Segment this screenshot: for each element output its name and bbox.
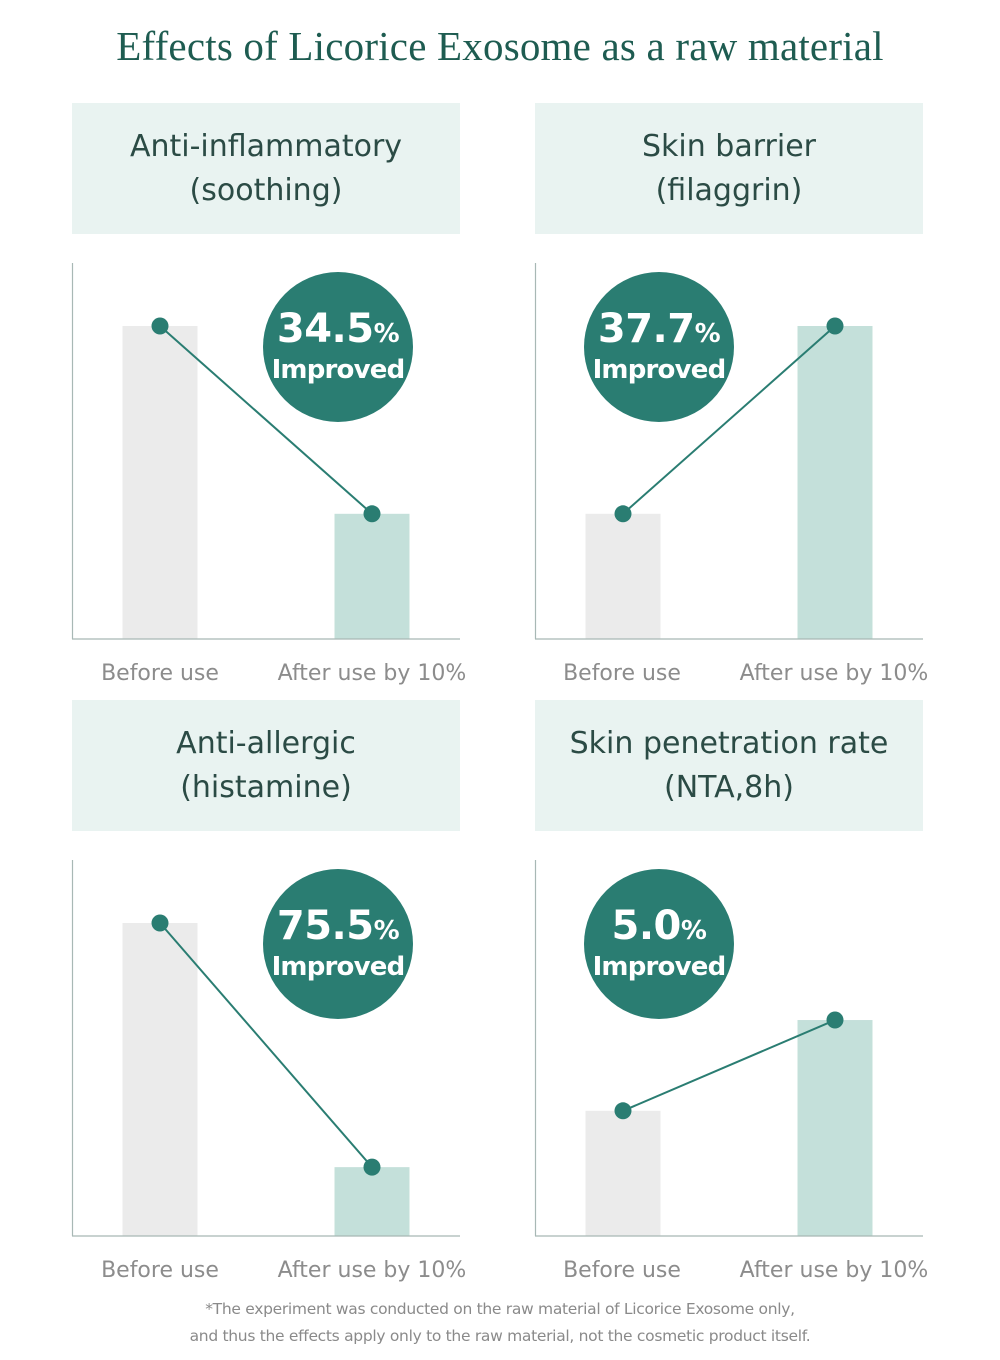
bar-after	[797, 326, 873, 639]
x-tick-label-after: After use by 10%	[739, 1258, 929, 1283]
improvement-label: Improved	[592, 354, 727, 385]
panel-subtitle: (filaggrin)	[655, 172, 803, 208]
panel-header: Anti-inflammatory (soothing)	[72, 103, 460, 234]
panel-subtitle: (NTA,8h)	[663, 769, 794, 805]
panel-subtitle: (histamine)	[180, 769, 352, 805]
trend-line	[622, 1019, 836, 1112]
x-tick-label-after: After use by 10%	[277, 1258, 467, 1283]
bar-after	[797, 1020, 873, 1236]
data-point-after	[363, 505, 381, 523]
footnote-line-2: and thus the effects apply only to the r…	[189, 1327, 811, 1345]
improvement-label: Improved	[271, 951, 406, 982]
footnote-line-1: *The experiment was conducted on the raw…	[205, 1300, 795, 1318]
improvement-unit: %	[680, 915, 707, 946]
panel-title: Skin barrier	[642, 128, 816, 164]
improvement-value: 34.5	[276, 305, 374, 352]
x-tick-label-after: After use by 10%	[739, 661, 929, 686]
bar-after	[334, 513, 410, 639]
trend-line	[622, 325, 836, 515]
data-point-after	[826, 317, 844, 335]
bar-line-chart	[71, 263, 460, 640]
panel-title: Anti-inflammatory	[129, 128, 403, 164]
improvement-label: Improved	[271, 354, 406, 385]
panel-title: Anti-allergic	[176, 725, 356, 761]
bar-before	[585, 1110, 661, 1236]
improvement-unit: %	[373, 318, 400, 349]
page-title: Effects of Licorice Exosome as a raw mat…	[116, 23, 884, 69]
data-point-before	[151, 914, 169, 932]
improvement-value: 37.7	[597, 305, 695, 352]
x-tick-label-before: Before use	[563, 661, 681, 686]
x-tick-label-before: Before use	[101, 661, 219, 686]
x-tick-label-before: Before use	[101, 1258, 219, 1283]
chart-panel-anti-allergic: Anti-allergic (histamine) 75.5% Improved…	[71, 700, 466, 1290]
data-point-after	[363, 1158, 381, 1176]
improvement-unit: %	[373, 915, 400, 946]
improvement-badge: 34.5% Improved	[263, 272, 413, 422]
trend-line	[159, 325, 373, 515]
improvement-badge: 5.0% Improved	[584, 869, 734, 1019]
bar-before	[122, 923, 198, 1236]
bar-after	[334, 1167, 410, 1236]
panel-header: Anti-allergic (histamine)	[72, 700, 460, 831]
panel-subtitle: (soothing)	[189, 172, 343, 208]
bar-before	[122, 326, 198, 639]
improvement-value: 5.0	[611, 902, 682, 949]
bar-line-chart	[534, 263, 923, 640]
panel-title: Skin penetration rate	[569, 725, 889, 761]
footnote: *The experiment was conducted on the raw…	[0, 1296, 1000, 1350]
improvement-badge: 75.5% Improved	[263, 869, 413, 1019]
bar-before	[585, 513, 661, 639]
panel-header: Skin penetration rate (NTA,8h)	[535, 700, 923, 831]
data-point-before	[614, 505, 632, 523]
improvement-value: 75.5	[276, 902, 374, 949]
improvement-badge: 37.7% Improved	[584, 272, 734, 422]
x-tick-label-before: Before use	[563, 1258, 681, 1283]
trend-line	[159, 922, 373, 1168]
bar-line-chart	[534, 860, 923, 1237]
bar-line-chart	[71, 860, 460, 1237]
improvement-label: Improved	[592, 951, 727, 982]
improvement-unit: %	[694, 318, 721, 349]
chart-panel-skin-barrier: Skin barrier (filaggrin) 37.7% Improved …	[534, 103, 928, 693]
data-point-after	[826, 1011, 844, 1029]
chart-panel-anti-inflammatory: Anti-inflammatory (soothing) 34.5% Impro…	[71, 103, 466, 693]
data-point-before	[614, 1102, 632, 1120]
chart-panel-skin-penetration: Skin penetration rate (NTA,8h) 5.0% Impr…	[534, 700, 928, 1290]
panel-header: Skin barrier (filaggrin)	[535, 103, 923, 234]
x-tick-label-after: After use by 10%	[277, 661, 467, 686]
data-point-before	[151, 317, 169, 335]
